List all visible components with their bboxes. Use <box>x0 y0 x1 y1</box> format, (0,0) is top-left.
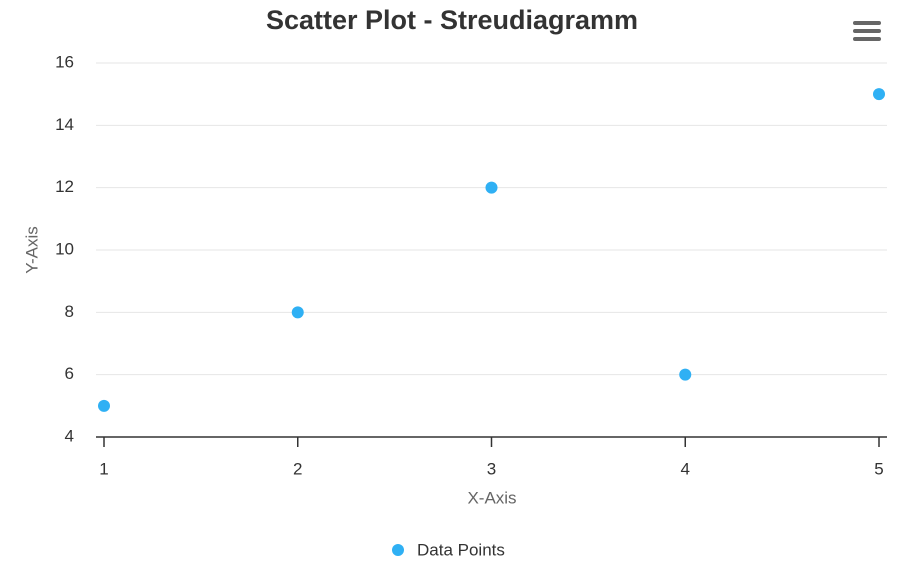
menu-bar <box>853 21 881 25</box>
y-tick-label: 16 <box>55 52 74 71</box>
x-tick-label: 5 <box>874 459 883 478</box>
point <box>679 368 692 381</box>
y-tick-label: 6 <box>65 364 74 383</box>
chart-title: Scatter Plot - Streudiagramm <box>266 5 638 35</box>
point <box>485 181 498 194</box>
x-tick-label: 1 <box>99 459 108 478</box>
y-tick-label: 10 <box>55 239 74 258</box>
point <box>873 88 885 101</box>
menu-bar <box>853 29 881 33</box>
x-tick-label: 3 <box>487 459 496 478</box>
legend-item[interactable]: Data Points <box>392 540 505 559</box>
x-tick-label: 4 <box>681 459 690 478</box>
legend-label: Data Points <box>417 540 505 559</box>
x-axis-title: X-Axis <box>467 488 516 507</box>
y-tick-label: 12 <box>55 177 74 196</box>
x-tick-label: 2 <box>293 459 302 478</box>
y-tick-label: 14 <box>55 115 74 134</box>
menu-button[interactable] <box>853 21 881 41</box>
y-tick-label: 4 <box>65 426 74 445</box>
y-tick-label: 8 <box>65 302 74 321</box>
y-axis-title: Y-Axis <box>22 226 41 274</box>
legend-marker <box>392 544 404 556</box>
menu-bar <box>853 37 881 41</box>
point <box>98 399 110 412</box>
point <box>291 306 304 319</box>
